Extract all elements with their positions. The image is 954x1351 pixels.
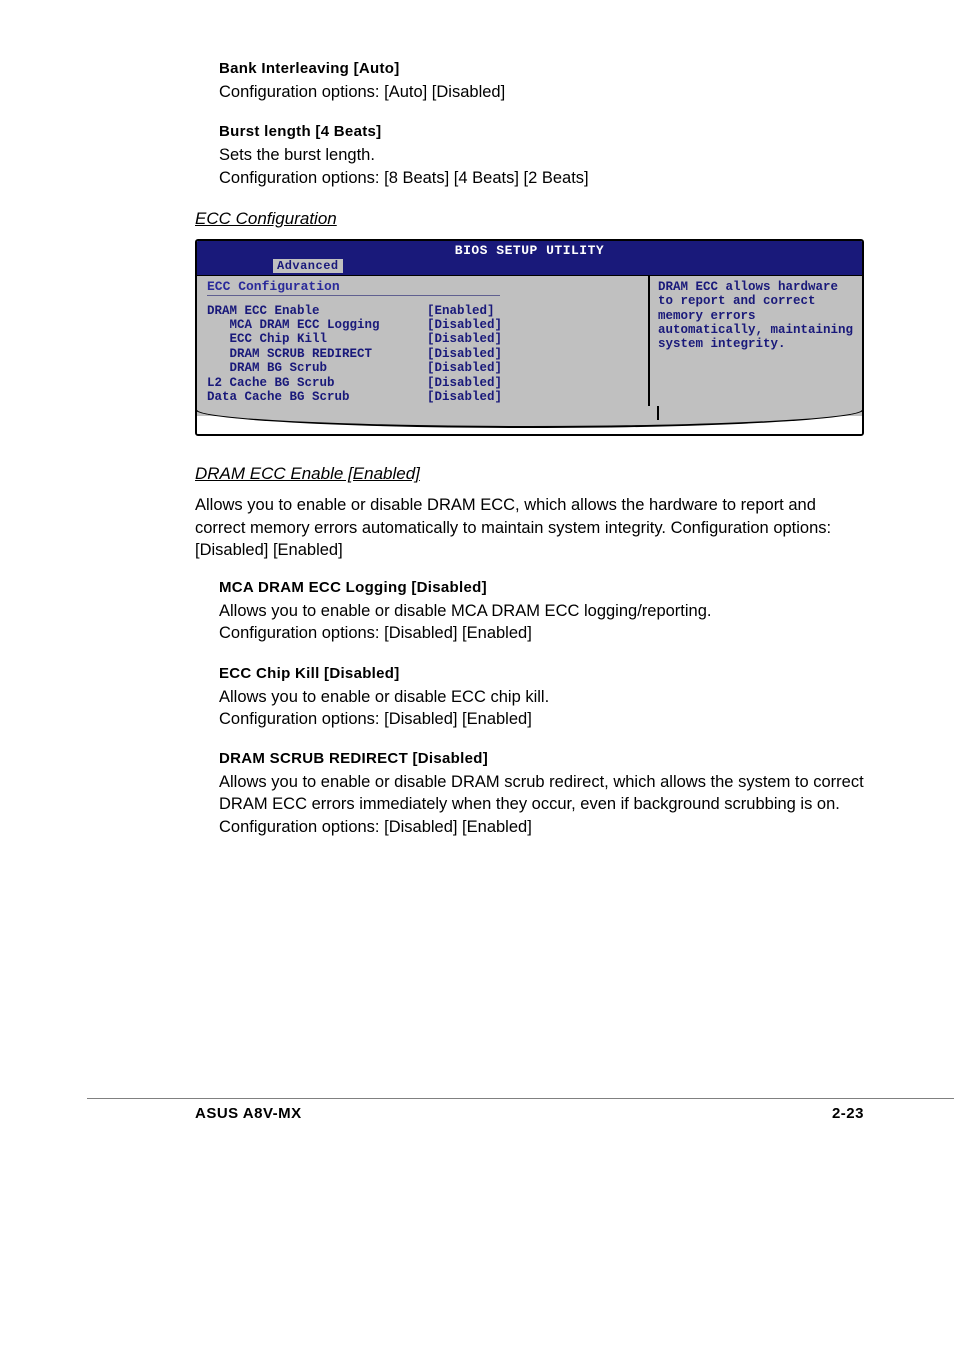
dram-ecc-enable-body: Allows you to enable or disable DRAM ECC… bbox=[195, 494, 864, 561]
scrub-heading: DRAM SCRUB REDIRECT [Disabled] bbox=[219, 750, 864, 767]
bios-row-value: [Disabled] bbox=[427, 347, 638, 361]
bank-interleaving-heading: Bank Interleaving [Auto] bbox=[219, 60, 864, 77]
bios-row: DRAM ECC Enable [Enabled] bbox=[207, 304, 638, 318]
mca-body1: Allows you to enable or disable MCA DRAM… bbox=[219, 600, 864, 622]
burst-length-body1: Sets the burst length. bbox=[219, 144, 864, 166]
bios-row: MCA DRAM ECC Logging [Disabled] bbox=[207, 318, 638, 332]
bios-row-label: L2 Cache BG Scrub bbox=[207, 376, 427, 390]
bank-interleaving-body: Configuration options: [Auto] [Disabled] bbox=[219, 81, 864, 103]
bios-row-value: [Disabled] bbox=[427, 361, 638, 375]
bios-row-label: DRAM SCRUB REDIRECT bbox=[207, 347, 427, 361]
footer-right: 2-23 bbox=[832, 1105, 864, 1122]
footer-left: ASUS A8V-MX bbox=[195, 1105, 302, 1122]
bios-tab-advanced: Advanced bbox=[273, 259, 343, 273]
bios-row: ECC Chip Kill [Disabled] bbox=[207, 332, 638, 346]
bios-screenshot: BIOS SETUP UTILITY Advanced ECC Configur… bbox=[195, 239, 864, 437]
page-footer: ASUS A8V-MX 2-23 bbox=[87, 1098, 954, 1122]
bios-row-label: ECC Chip Kill bbox=[207, 332, 427, 346]
bios-title: BIOS SETUP UTILITY bbox=[197, 243, 862, 258]
bios-row-label: MCA DRAM ECC Logging bbox=[207, 318, 427, 332]
mca-body2: Configuration options: [Disabled] [Enabl… bbox=[219, 622, 864, 644]
scrub-body: Allows you to enable or disable DRAM scr… bbox=[219, 771, 864, 838]
ecc-config-heading: ECC Configuration bbox=[195, 209, 864, 229]
mca-heading: MCA DRAM ECC Logging [Disabled] bbox=[219, 579, 864, 596]
bios-help-panel: DRAM ECC allows hardware to report and c… bbox=[648, 276, 862, 417]
chipkill-body2: Configuration options: [Disabled] [Enabl… bbox=[219, 708, 864, 730]
bios-header: BIOS SETUP UTILITY Advanced bbox=[197, 241, 862, 275]
bios-left-panel: ECC Configuration DRAM ECC Enable [Enabl… bbox=[197, 276, 648, 417]
bios-row-value: [Disabled] bbox=[427, 318, 638, 332]
bios-row: L2 Cache BG Scrub [Disabled] bbox=[207, 376, 638, 390]
chipkill-heading: ECC Chip Kill [Disabled] bbox=[219, 665, 864, 682]
bios-row-label: DRAM ECC Enable bbox=[207, 304, 427, 318]
bios-row: Data Cache BG Scrub [Disabled] bbox=[207, 390, 638, 404]
bios-row-value: [Disabled] bbox=[427, 332, 638, 346]
bios-row-label: Data Cache BG Scrub bbox=[207, 390, 427, 404]
bios-row-value: [Disabled] bbox=[427, 390, 638, 404]
bios-panel-title: ECC Configuration bbox=[207, 280, 500, 296]
burst-length-body2: Configuration options: [8 Beats] [4 Beat… bbox=[219, 167, 864, 189]
bios-row-label: DRAM BG Scrub bbox=[207, 361, 427, 375]
dram-ecc-enable-heading: DRAM ECC Enable [Enabled] bbox=[195, 464, 864, 484]
bios-row: DRAM BG Scrub [Disabled] bbox=[207, 361, 638, 375]
chipkill-body1: Allows you to enable or disable ECC chip… bbox=[219, 686, 864, 708]
bios-row-value: [Disabled] bbox=[427, 376, 638, 390]
burst-length-heading: Burst length [4 Beats] bbox=[219, 123, 864, 140]
bios-row: DRAM SCRUB REDIRECT [Disabled] bbox=[207, 347, 638, 361]
bios-row-value: [Enabled] bbox=[427, 304, 638, 318]
